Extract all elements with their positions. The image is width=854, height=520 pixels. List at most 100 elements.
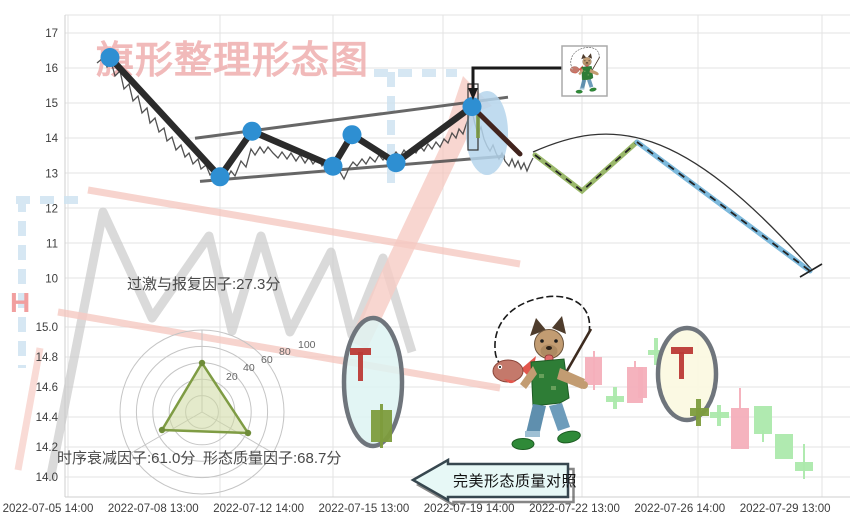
candlestick	[710, 405, 729, 426]
candle-wick	[762, 430, 764, 442]
y-axis-label-main: 12	[45, 203, 58, 215]
y-axis-label-main: 15	[45, 98, 58, 110]
candle-wick	[739, 388, 741, 409]
radar-tick-label: 20	[226, 371, 238, 383]
x-axis-label: 2022-07-26 14:00	[634, 503, 725, 515]
measure-green-mark	[476, 112, 480, 138]
axis-labels: 17 16 15 14 13 12 11 10 15.0 14.8 14.6 14.4 14.2 14.0…	[3, 28, 831, 515]
pivot-dot	[462, 97, 482, 117]
candle-bar	[648, 350, 664, 355]
candle-body	[371, 410, 392, 442]
candlestick	[648, 338, 664, 365]
candle-body	[585, 357, 602, 385]
candlestick	[690, 399, 709, 426]
x-axis-label: 2022-07-19 14:00	[424, 503, 515, 515]
candle-bar	[710, 412, 729, 418]
candlestick-layer-front	[350, 347, 709, 448]
highlight-ellipse-right	[655, 325, 719, 423]
breakdown-leg	[469, 104, 523, 157]
dog-shoe	[511, 438, 535, 450]
candle-body	[638, 367, 647, 398]
x-axis-label: 2022-07-22 13:00	[529, 503, 620, 515]
candle-body	[731, 408, 749, 449]
radar-vertex-dot	[158, 426, 166, 434]
factor-pattern-quality: 形态质量因子:68.7分	[203, 450, 342, 467]
candlestick	[371, 404, 392, 448]
dog-pants	[526, 404, 546, 436]
channel-lower	[199, 154, 506, 183]
radar-tick-label: 40	[243, 362, 255, 374]
candle-stem	[358, 352, 363, 381]
candle-stem	[679, 352, 684, 379]
x-axis-label: 2022-07-12 14:00	[213, 503, 304, 515]
y-axis-label-sub: 14.6	[36, 382, 58, 394]
candlestick	[585, 351, 602, 390]
annotation-arrow	[410, 457, 575, 508]
y-axis-label-main: 16	[45, 63, 58, 75]
candle-bar	[350, 348, 371, 355]
pivot-dot	[323, 156, 343, 176]
candlestick	[754, 406, 772, 442]
watermark-gray-zigzag	[45, 207, 417, 481]
y-axis-label-main: 14	[45, 133, 58, 145]
candle-bar	[690, 408, 709, 416]
radar-polygon	[160, 361, 250, 435]
x-axis-label: 2022-07-05 14:00	[3, 503, 94, 515]
watermark-pink-channel-upper	[87, 186, 521, 268]
y-axis-label-sub: 14.0	[36, 472, 58, 484]
candlestick	[795, 444, 813, 479]
y-axis-label-main: 10	[45, 273, 58, 285]
candle-wick	[634, 361, 636, 368]
watermark-title: 旗形整理形态图	[96, 40, 369, 82]
watermark-pink-channel-lower	[57, 308, 501, 392]
ideal-line-dash-blue_px	[636, 141, 811, 272]
candlestick	[731, 388, 749, 449]
pivot-dot	[386, 153, 406, 173]
radar-chart: 20 40 60 80 100	[119, 329, 316, 495]
y-axis-label-main: 17	[45, 28, 58, 40]
y-axis-label-sub: 14.8	[36, 352, 58, 364]
candlestick	[638, 367, 647, 398]
radar-tick-label: 80	[279, 346, 291, 358]
radar-vertex-dot	[198, 359, 206, 367]
radar-tick-label: 60	[261, 354, 273, 366]
ideal-pattern-lines	[532, 139, 813, 274]
pattern-skeleton	[100, 48, 523, 187]
callout-arrow	[468, 66, 562, 100]
y-axis-label-sub: 15.0	[36, 322, 58, 334]
candle-bar	[671, 347, 693, 354]
candlestick	[350, 348, 371, 381]
factor-time-decay: 时序衰减因子:61.0分	[57, 450, 196, 467]
ideal-line-dash-green_px	[534, 141, 638, 193]
pivot-dot	[100, 48, 120, 68]
x-axis-label: 2022-07-15 13:00	[318, 503, 409, 515]
candle-bar	[606, 396, 624, 402]
candlestick	[606, 387, 624, 409]
factor-overreaction: 过激与报复因子:27.3分	[127, 276, 281, 293]
x-axis-label: 2022-07-29 13:00	[740, 503, 831, 515]
projection-arc	[532, 133, 813, 271]
annotation-arrow-label: 完美形态质量对照	[453, 473, 578, 490]
pivot-dot	[342, 125, 362, 145]
x-axis-label: 2022-07-08 13:00	[108, 503, 199, 515]
candlestick-layer-back	[585, 338, 813, 479]
radar-tick-label: 100	[298, 339, 316, 351]
watermark-pink-band	[14, 347, 44, 471]
y-axis-label-main: 11	[46, 238, 58, 250]
fishing-line	[494, 295, 591, 368]
pivot-dot	[242, 121, 262, 141]
watermark-letter-h: H	[10, 287, 30, 318]
candle-body	[795, 462, 813, 471]
y-axis-label-main: 13	[45, 168, 58, 180]
y-axis-label-sub: 14.4	[36, 412, 59, 424]
candlestick	[775, 434, 793, 459]
fisherman-cartoon	[492, 295, 593, 450]
radar-vertex-dot	[244, 429, 252, 437]
pivot-dot	[210, 167, 230, 187]
y-axis-label-sub: 14.2	[36, 442, 58, 454]
dog-shirt	[530, 358, 570, 407]
candle-body	[775, 434, 793, 459]
dog-shoe	[557, 430, 581, 444]
